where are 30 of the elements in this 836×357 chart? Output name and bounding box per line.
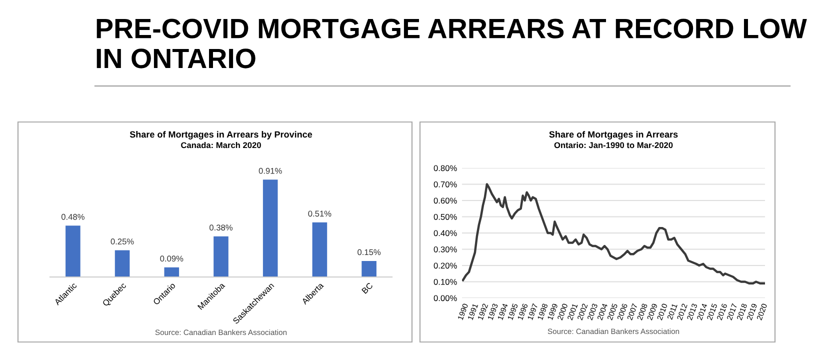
y-tick-label: 0.40% [434,230,457,236]
data-label: 0.25% [110,238,134,244]
y-tick-label: 0.00% [434,295,457,302]
bar [262,180,278,277]
line-series [462,183,765,284]
bar [66,226,80,277]
bar [214,236,228,277]
bar [164,267,180,277]
bar [114,250,130,277]
data-label: 0.91% [258,168,282,174]
y-tick-label: 0.80% [434,165,457,172]
chart-subtitle: Ontario: Jan-1990 to Mar-2020 [554,142,673,148]
chart-title: Share of Mortgages in Arrears by Province [130,131,312,140]
y-tick-label: 0.50% [434,214,457,220]
data-label: 0.15% [358,249,381,256]
data-label: 0.09% [160,256,184,262]
y-tick-label: 0.70% [434,181,457,188]
text: PRE-COVID MORTGAGE ARREARS AT RECORD LOW IN ONTARIO [96,18,807,68]
y-tick-label: 0.20% [434,262,457,269]
chart-subtitle: Canada: March 2020 [181,142,261,148]
x-tick-label: BC [362,282,374,294]
bar [362,260,376,277]
bar [312,222,328,277]
data-label: 0.38% [210,224,233,231]
data-label: 0.48% [61,214,84,220]
y-tick-label: 0.10% [434,278,457,285]
y-tick-label: 0.30% [434,246,457,252]
data-label: 0.51% [308,210,332,217]
chart-title: Share of Mortgages in Arrears [549,131,678,140]
y-tick-label: 0.60% [434,198,457,204]
